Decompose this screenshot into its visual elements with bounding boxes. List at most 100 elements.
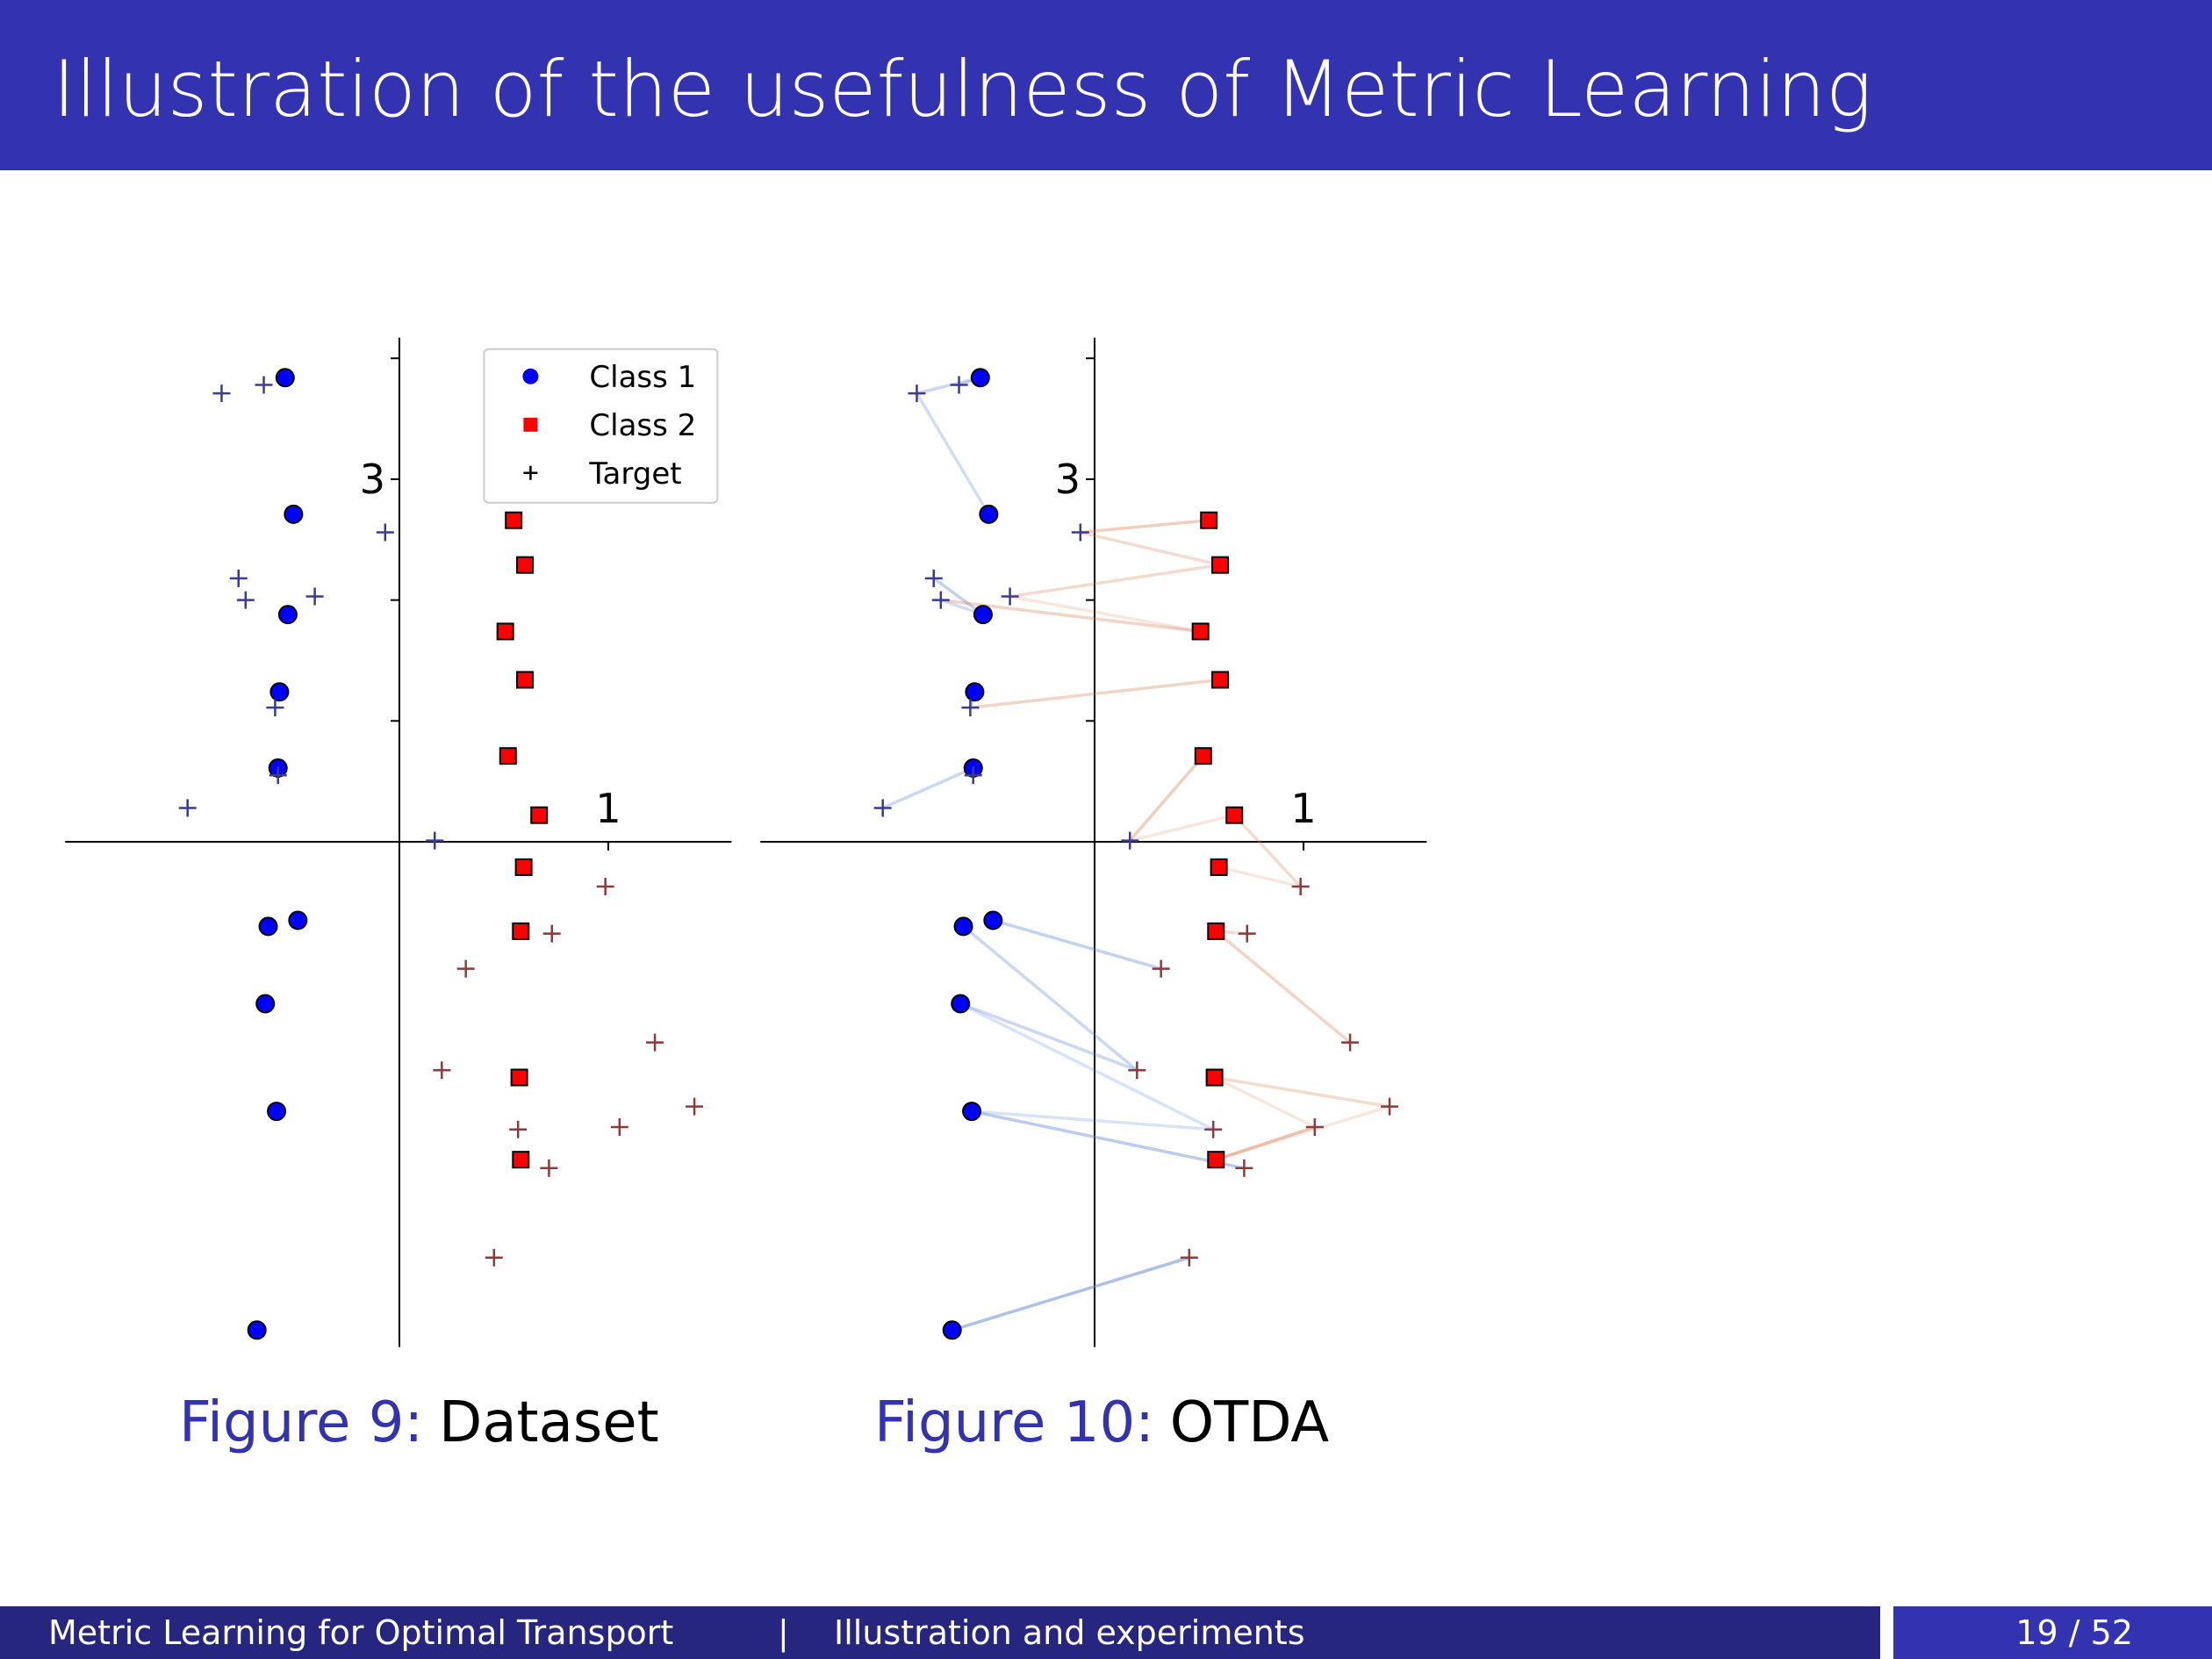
legend-label: Target bbox=[588, 456, 681, 492]
point bbox=[953, 916, 973, 937]
point bbox=[1204, 1120, 1223, 1138]
transport-link bbox=[915, 392, 990, 515]
transport-link bbox=[962, 925, 1138, 1072]
transport-link bbox=[916, 376, 981, 395]
point bbox=[514, 858, 533, 876]
point bbox=[1200, 511, 1218, 529]
point bbox=[962, 1102, 982, 1122]
point bbox=[255, 994, 276, 1014]
point bbox=[212, 384, 231, 403]
transport-link bbox=[1080, 518, 1210, 535]
point bbox=[873, 799, 892, 817]
point bbox=[275, 368, 295, 388]
transport-link bbox=[1215, 1104, 1390, 1161]
caption: Figure 9: Dataset bbox=[179, 1390, 659, 1455]
transport-link bbox=[1128, 755, 1205, 842]
point bbox=[376, 523, 394, 542]
point bbox=[1194, 747, 1212, 765]
point bbox=[433, 1061, 451, 1080]
point bbox=[1291, 877, 1310, 895]
legend-label: Class 2 bbox=[589, 408, 696, 443]
point bbox=[267, 1102, 287, 1122]
point bbox=[305, 587, 324, 606]
point bbox=[516, 556, 535, 574]
caption-label: Figure 10: bbox=[874, 1390, 1154, 1455]
point bbox=[509, 1120, 528, 1138]
transport-link bbox=[971, 1110, 1214, 1131]
point bbox=[516, 671, 535, 689]
point bbox=[485, 1248, 503, 1267]
point bbox=[247, 1320, 267, 1340]
transport-link bbox=[1129, 814, 1235, 843]
point bbox=[426, 831, 444, 850]
transport-link bbox=[952, 1256, 1190, 1332]
transport-link bbox=[932, 577, 984, 616]
point bbox=[1207, 1151, 1225, 1169]
footer-section: Illustration and experiments bbox=[834, 1613, 1305, 1652]
transport-link bbox=[970, 678, 1221, 709]
point bbox=[512, 1151, 530, 1169]
header-bar bbox=[0, 0, 2212, 170]
caption-text: Dataset bbox=[439, 1390, 659, 1455]
transport-link bbox=[1232, 814, 1302, 888]
caption-label: Figure 9: bbox=[179, 1390, 423, 1455]
point bbox=[269, 766, 287, 785]
transport-link bbox=[1214, 1075, 1390, 1109]
point bbox=[1341, 1033, 1360, 1052]
point bbox=[255, 376, 273, 394]
y-tick-label: 3 bbox=[1055, 456, 1081, 503]
point bbox=[1121, 831, 1139, 850]
point bbox=[686, 1097, 704, 1116]
point bbox=[961, 699, 980, 717]
point bbox=[1191, 622, 1210, 641]
point bbox=[1152, 959, 1170, 978]
point bbox=[229, 569, 248, 587]
point bbox=[277, 605, 298, 625]
y-tick-label: 3 bbox=[360, 456, 385, 503]
point bbox=[284, 504, 304, 524]
point bbox=[965, 682, 985, 702]
point bbox=[178, 799, 197, 817]
caption: Figure 10: OTDA bbox=[874, 1390, 1329, 1455]
point bbox=[924, 569, 943, 587]
point bbox=[979, 504, 999, 524]
point bbox=[1071, 523, 1089, 542]
point bbox=[1180, 1248, 1198, 1267]
point bbox=[950, 376, 968, 394]
point bbox=[610, 1117, 628, 1136]
point bbox=[510, 1068, 528, 1087]
point bbox=[1210, 858, 1228, 876]
transport-link bbox=[971, 1110, 1245, 1170]
point bbox=[908, 384, 926, 403]
transport-link bbox=[1213, 1075, 1316, 1129]
point bbox=[512, 922, 530, 940]
point bbox=[496, 622, 514, 641]
point bbox=[942, 1320, 962, 1340]
point bbox=[266, 699, 284, 717]
transport-link bbox=[1215, 930, 1352, 1044]
transport-link bbox=[1009, 594, 1201, 634]
x-tick-label: 1 bbox=[595, 785, 621, 832]
transport-link bbox=[959, 1002, 1214, 1131]
point bbox=[258, 916, 278, 937]
point bbox=[931, 591, 950, 609]
footer-bar bbox=[0, 1606, 1880, 1659]
point bbox=[1225, 806, 1244, 824]
point bbox=[596, 877, 614, 895]
transport-link bbox=[1218, 865, 1302, 888]
x-tick-label: 1 bbox=[1290, 785, 1316, 832]
caption-text: OTDA bbox=[1170, 1390, 1330, 1455]
point bbox=[288, 910, 308, 930]
point bbox=[505, 511, 523, 529]
point bbox=[540, 1159, 558, 1177]
point bbox=[1381, 1097, 1399, 1116]
transport-link bbox=[1080, 530, 1221, 567]
transport-link bbox=[881, 766, 974, 810]
point bbox=[1211, 671, 1230, 689]
slide-title: Illustration of the usefulness of Metric… bbox=[53, 44, 1872, 134]
point bbox=[1205, 1068, 1224, 1087]
legend-marker bbox=[523, 417, 538, 432]
point bbox=[1211, 556, 1230, 574]
point bbox=[530, 806, 549, 824]
